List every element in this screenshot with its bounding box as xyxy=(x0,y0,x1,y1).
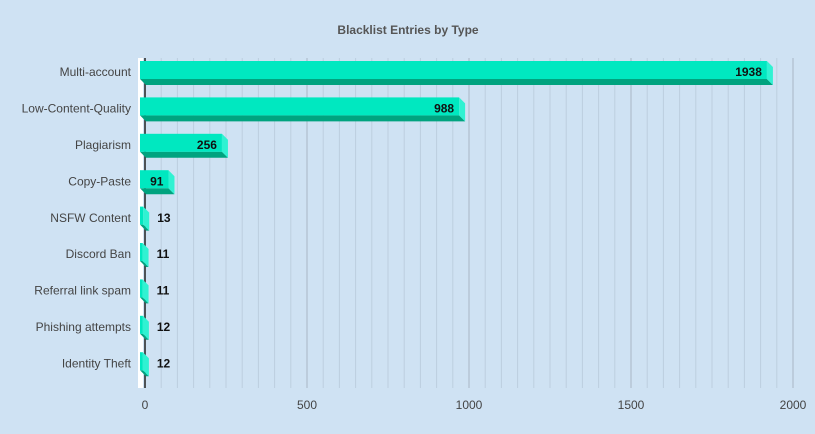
bar-side-face xyxy=(766,61,773,85)
data-label: 11 xyxy=(157,247,170,261)
bar-side-face xyxy=(459,97,466,122)
bar xyxy=(140,170,169,189)
category-label: Low-Content-Quality xyxy=(22,102,131,116)
data-label: 12 xyxy=(157,320,171,334)
bar-bottom-face xyxy=(140,79,773,85)
data-labels: 1938 988 256 91 13 11 11 12 12 xyxy=(150,65,762,370)
bar xyxy=(140,315,143,334)
bar-side-face xyxy=(168,170,175,195)
bar-bottom-face xyxy=(140,333,149,340)
bar xyxy=(140,61,767,79)
data-label: 1938 xyxy=(735,65,762,79)
bar xyxy=(140,352,143,371)
category-label: Copy-Paste xyxy=(68,174,131,188)
category-label: Discord Ban xyxy=(66,247,131,261)
category-label: Phishing attempts xyxy=(36,320,131,334)
bar-bottom-face xyxy=(140,115,466,122)
bar-bottom-face xyxy=(140,261,149,267)
category-label: Plagiarism xyxy=(75,138,131,152)
bar-side-face xyxy=(143,206,150,231)
bar-side-face xyxy=(142,352,149,377)
data-label: 91 xyxy=(150,174,164,188)
data-label: 256 xyxy=(197,138,217,152)
x-tick-label: 2000 xyxy=(780,398,807,412)
data-label: 13 xyxy=(157,211,171,225)
data-label: 11 xyxy=(157,284,170,298)
x-tick-label: 500 xyxy=(297,398,317,412)
chart-title: Blacklist Entries by Type xyxy=(337,23,478,37)
bar-side-face xyxy=(142,243,149,267)
bar-side-face xyxy=(142,315,149,340)
bar-side-face xyxy=(142,279,149,304)
category-labels: Multi-account Low-Content-Quality Plagiari… xyxy=(22,65,132,370)
bar-bottom-face xyxy=(140,224,150,231)
category-label: NSFW Content xyxy=(50,211,131,225)
category-label: Multi-account xyxy=(60,65,132,79)
x-axis-ticks: 0 500 1000 1500 2000 xyxy=(142,398,807,412)
category-label: Identity Theft xyxy=(62,356,132,370)
x-tick-label: 0 xyxy=(142,398,149,412)
bar xyxy=(140,97,460,116)
bar-bottom-face xyxy=(140,151,228,158)
bar-bottom-face xyxy=(140,297,149,304)
bar xyxy=(140,206,144,225)
bar-side-face xyxy=(221,133,228,158)
x-tick-label: 1000 xyxy=(456,398,483,412)
x-tick-label: 1500 xyxy=(618,398,645,412)
data-label: 988 xyxy=(434,102,454,116)
data-label: 12 xyxy=(157,356,171,370)
bar-bottom-face xyxy=(140,370,149,377)
bar-bottom-face xyxy=(140,188,175,195)
bar xyxy=(140,133,222,152)
bars xyxy=(140,61,773,377)
category-label: Referral link spam xyxy=(34,284,131,298)
bar xyxy=(140,243,143,261)
bar xyxy=(140,279,143,298)
